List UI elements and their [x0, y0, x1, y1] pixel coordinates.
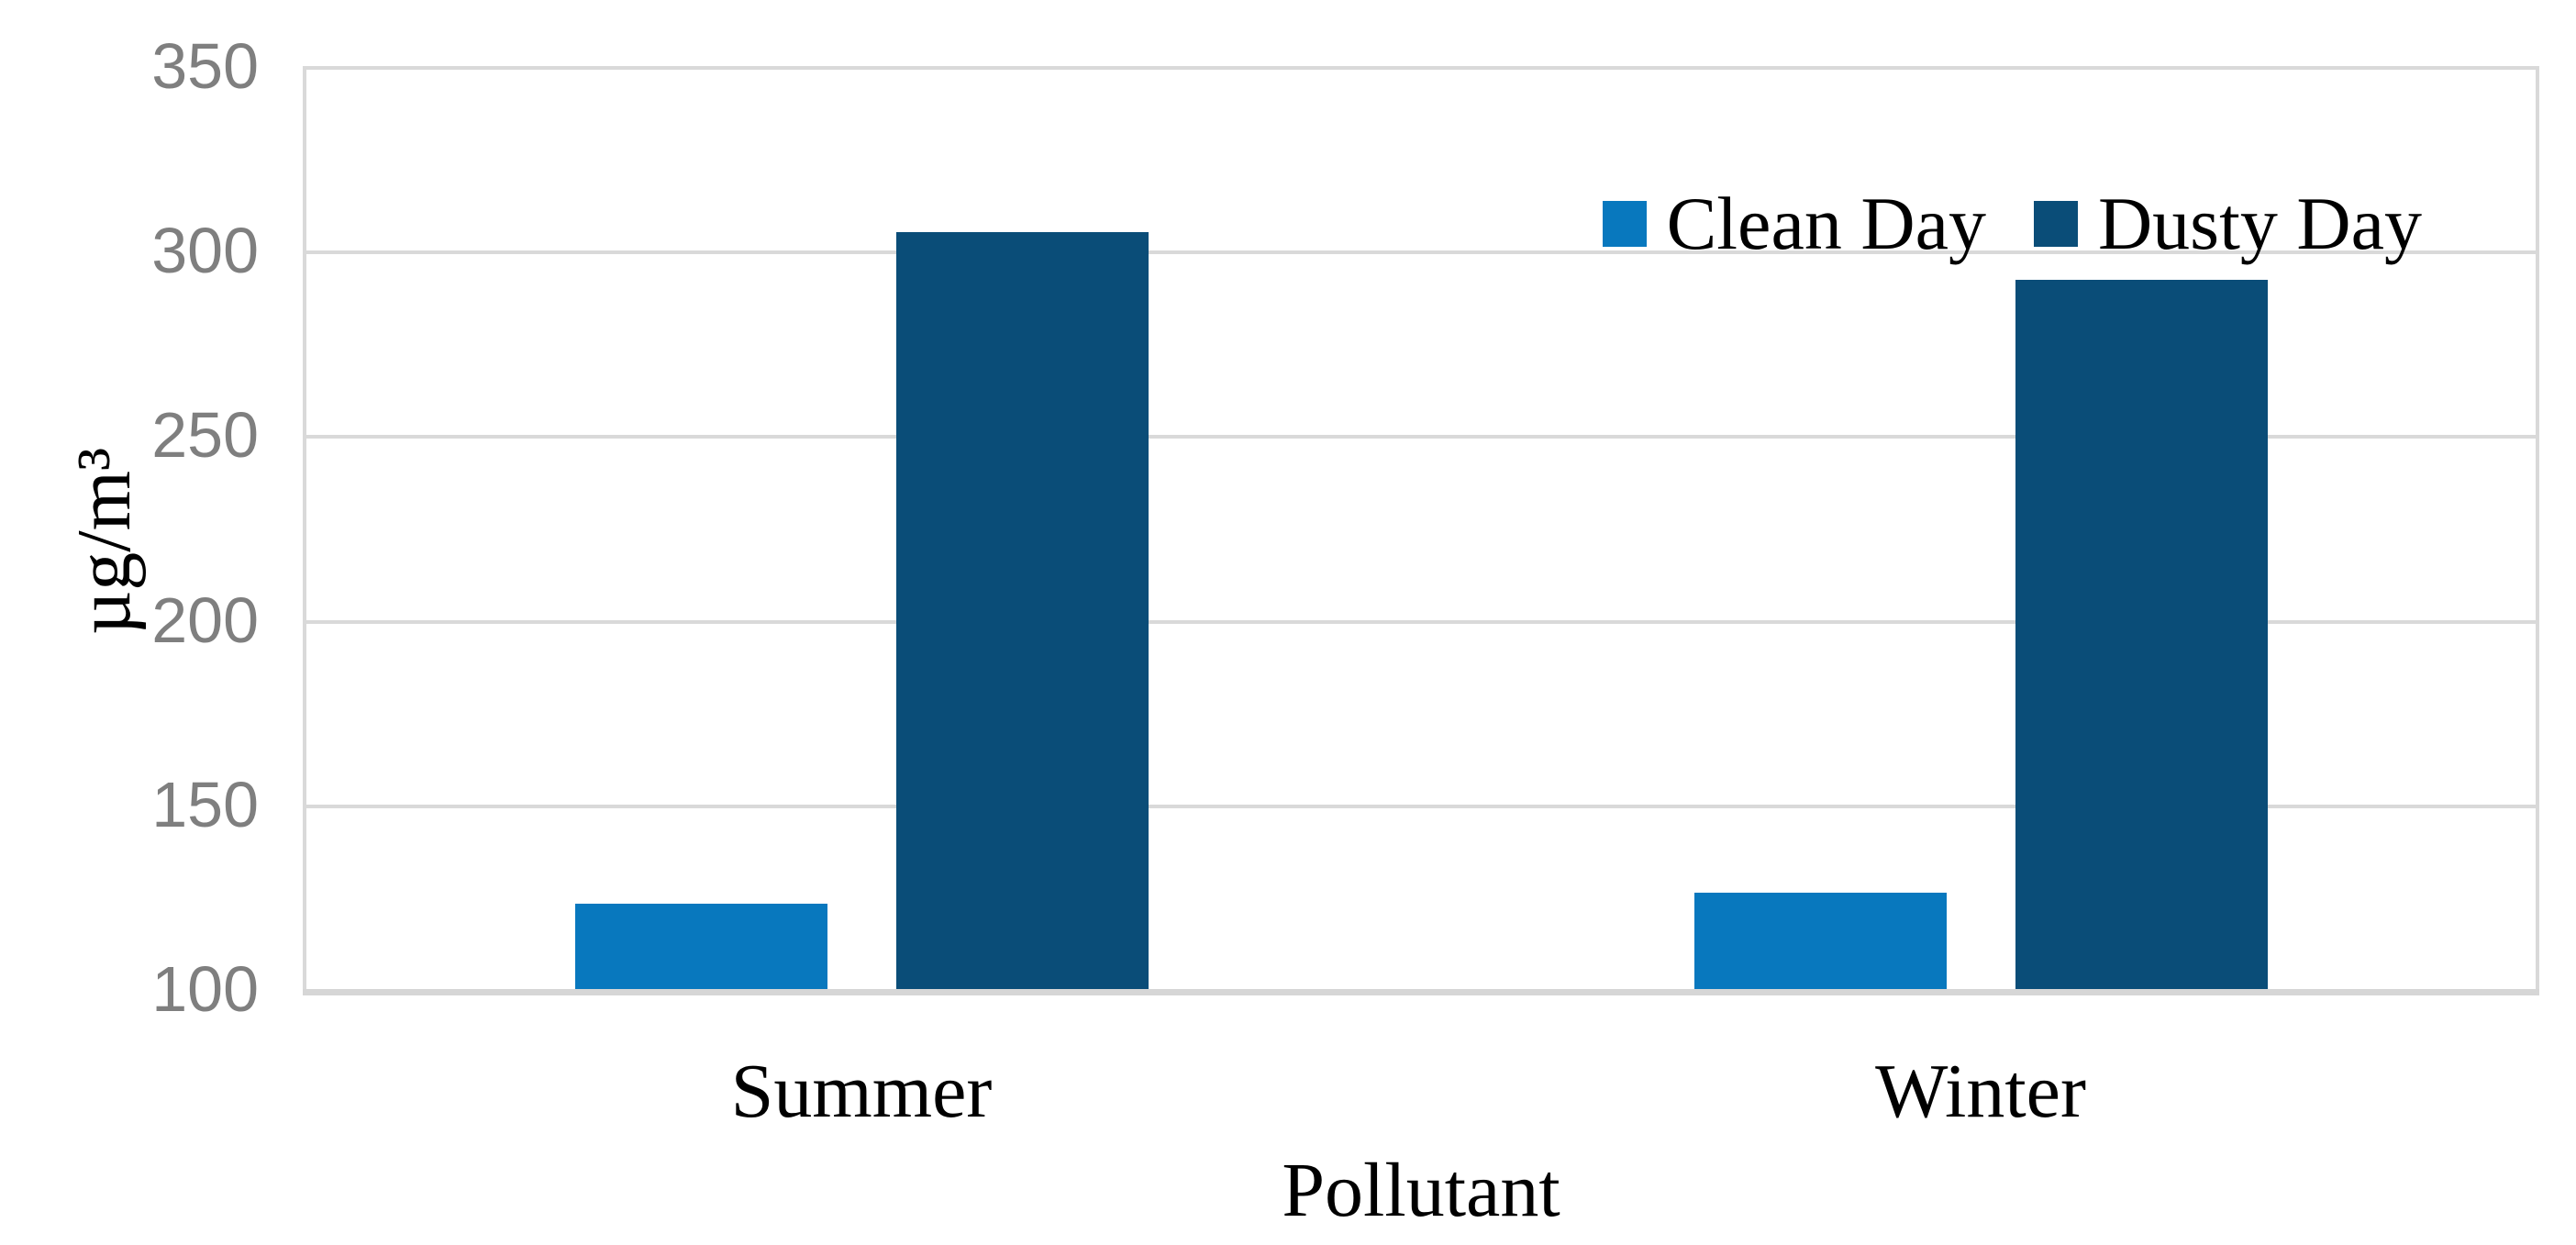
plot-right-border	[2536, 66, 2539, 989]
legend-label-dusty-day: Dusty Day	[2097, 182, 2422, 265]
bar-winter-clean-day	[1694, 893, 1947, 989]
legend-swatch-clean-day	[1602, 201, 1647, 247]
bar-summer-dusty-day	[896, 232, 1149, 989]
y-axis-title: µg/m³	[61, 447, 147, 636]
legend-item-clean-day: Clean Day	[1602, 178, 1986, 270]
y-tick-label-350: 350	[151, 30, 259, 102]
y-tick-label-150: 150	[151, 769, 259, 840]
legend: Clean Day Dusty Day	[1602, 178, 2422, 270]
gridline-350	[303, 66, 2539, 70]
plot-area: Clean Day Dusty Day	[303, 66, 2539, 995]
plot-left-border	[303, 66, 306, 989]
y-tick-label-300: 300	[151, 215, 259, 286]
gridline-250	[303, 435, 2539, 439]
gridline-150	[303, 805, 2539, 808]
category-label-winter: Winter	[1875, 1049, 2086, 1134]
category-label-summer: Summer	[730, 1049, 993, 1134]
gridline-200	[303, 620, 2539, 624]
x-axis-line	[303, 989, 2539, 995]
legend-swatch-dusty-day	[2033, 201, 2078, 247]
y-tick-label-100: 100	[151, 953, 259, 1025]
legend-item-dusty-day: Dusty Day	[2033, 178, 2422, 270]
legend-label-clean-day: Clean Day	[1666, 182, 1986, 265]
bar-summer-clean-day	[575, 904, 827, 989]
y-tick-label-250: 250	[151, 399, 259, 471]
gridline-300	[303, 250, 2539, 254]
bar-winter-dusty-day	[2015, 280, 2268, 989]
y-tick-label-200: 200	[151, 584, 259, 656]
x-axis-title: Pollutant	[1282, 1148, 1560, 1233]
